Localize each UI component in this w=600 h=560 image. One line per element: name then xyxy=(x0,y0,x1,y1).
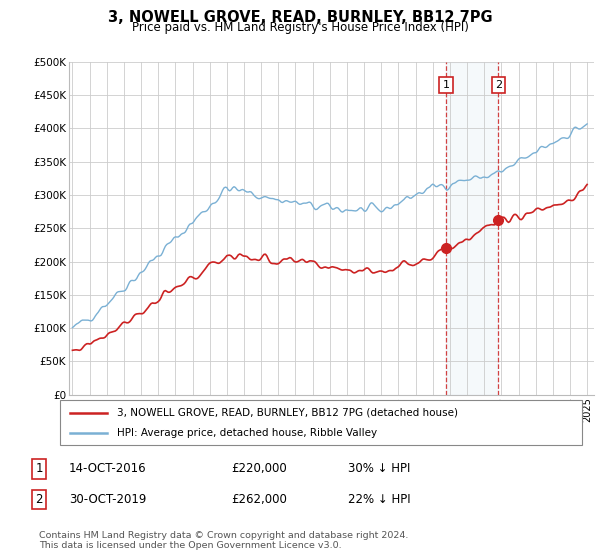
Text: 30% ↓ HPI: 30% ↓ HPI xyxy=(348,462,410,475)
Text: £262,000: £262,000 xyxy=(231,493,287,506)
Text: Contains HM Land Registry data © Crown copyright and database right 2024.
This d: Contains HM Land Registry data © Crown c… xyxy=(39,531,409,550)
Text: 1: 1 xyxy=(443,80,450,90)
Text: 22% ↓ HPI: 22% ↓ HPI xyxy=(348,493,410,506)
Text: 2: 2 xyxy=(495,80,502,90)
Text: 1: 1 xyxy=(35,462,43,475)
Text: HPI: Average price, detached house, Ribble Valley: HPI: Average price, detached house, Ribb… xyxy=(118,428,377,438)
Text: Price paid vs. HM Land Registry's House Price Index (HPI): Price paid vs. HM Land Registry's House … xyxy=(131,21,469,34)
Text: 14-OCT-2016: 14-OCT-2016 xyxy=(69,462,146,475)
Bar xyxy=(446,62,499,395)
Text: 2: 2 xyxy=(35,493,43,506)
Text: 3, NOWELL GROVE, READ, BURNLEY, BB12 7PG (detached house): 3, NOWELL GROVE, READ, BURNLEY, BB12 7PG… xyxy=(118,408,458,418)
Text: 3, NOWELL GROVE, READ, BURNLEY, BB12 7PG: 3, NOWELL GROVE, READ, BURNLEY, BB12 7PG xyxy=(107,10,493,25)
Text: 30-OCT-2019: 30-OCT-2019 xyxy=(69,493,146,506)
FancyBboxPatch shape xyxy=(60,400,582,445)
Text: £220,000: £220,000 xyxy=(231,462,287,475)
